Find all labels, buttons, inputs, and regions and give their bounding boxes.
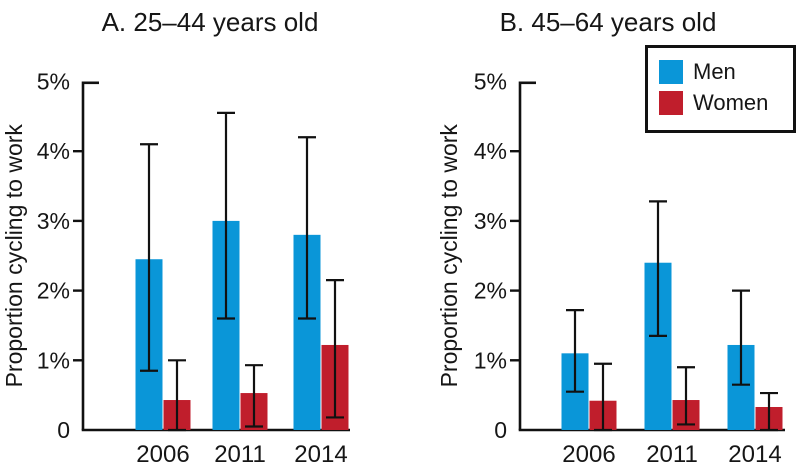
y-tick-label-2: 2% — [474, 278, 507, 304]
y-tick-label-2: 2% — [37, 278, 70, 304]
y-tick-label-5: 5% — [474, 69, 507, 95]
legend-label-men: Men — [693, 59, 736, 84]
y-tick-label-4: 4% — [37, 138, 70, 164]
legend-item-women: Women — [659, 91, 785, 115]
legend-label-women: Women — [693, 90, 769, 115]
panel-b: 0 1% 2% 3% 4% 5% Proportion cycling to work 200… — [436, 69, 785, 468]
y-tick-label-0: 0 — [57, 417, 70, 443]
y-tick-label-0: 0 — [494, 417, 507, 443]
men-color-swatch — [659, 60, 683, 84]
x-tick-label-2014: 2014 — [294, 441, 347, 468]
y-tick-label-3: 3% — [37, 208, 70, 234]
y-tick-label-5: 5% — [37, 69, 70, 95]
y-axis-label: Proportion cycling to work — [1, 124, 27, 388]
panel-b-title: B. 45–64 years old — [499, 7, 717, 37]
y-tick-label-1: 1% — [474, 347, 507, 373]
y-tick-label-1: 1% — [37, 347, 70, 373]
legend: Men Women — [645, 45, 796, 133]
x-tick-label-2011: 2011 — [646, 441, 698, 468]
y-axis-label: Proportion cycling to work — [436, 124, 462, 388]
y-tick-label-4: 4% — [474, 138, 507, 164]
x-tick-label-2011: 2011 — [214, 441, 266, 468]
y-tick-label-3: 3% — [474, 208, 507, 234]
women-color-swatch — [659, 91, 683, 115]
panel-a: 0 1% 2% 3% 4% 5% Proportion cycling to work 200… — [1, 69, 350, 468]
panel-a-title: A. 25–44 years old — [101, 7, 319, 37]
x-tick-label-2014: 2014 — [728, 441, 781, 468]
legend-item-men: Men — [659, 60, 785, 84]
x-tick-label-2006: 2006 — [136, 441, 189, 468]
x-tick-label-2006: 2006 — [562, 441, 615, 468]
